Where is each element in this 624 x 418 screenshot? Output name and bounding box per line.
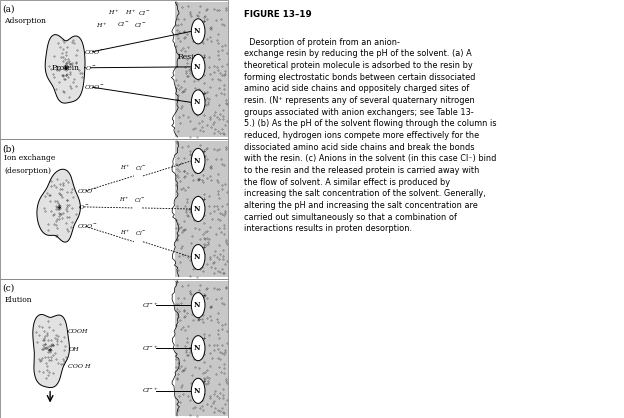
Circle shape: [192, 90, 205, 115]
Text: H$^+$: H$^+$: [125, 8, 137, 17]
Text: Cl$^{-+}$: Cl$^{-+}$: [142, 344, 158, 353]
Text: N: N: [194, 253, 200, 261]
Text: +: +: [201, 55, 205, 60]
Text: N: N: [194, 387, 200, 395]
Text: +: +: [201, 149, 205, 154]
Polygon shape: [37, 169, 80, 242]
Text: O$^-$: O$^-$: [85, 64, 96, 72]
Text: (c): (c): [2, 284, 15, 293]
Text: COO$^-$: COO$^-$: [77, 222, 98, 230]
Text: N: N: [194, 98, 200, 107]
Text: Elution: Elution: [4, 296, 32, 304]
Text: Cl$^-$: Cl$^-$: [117, 20, 129, 28]
Text: Cl$^{-+}$: Cl$^{-+}$: [142, 386, 158, 395]
Polygon shape: [175, 2, 228, 137]
Text: Adsorption: Adsorption: [4, 17, 46, 25]
Circle shape: [192, 378, 205, 403]
Polygon shape: [33, 314, 69, 387]
Text: COO$^-$: COO$^-$: [84, 48, 105, 56]
Text: Cl$^-$: Cl$^-$: [135, 164, 147, 172]
Text: Desorption of protein from an anion-
exchange resin by reducing the pH of the so: Desorption of protein from an anion- exc…: [243, 38, 496, 233]
Text: COO$^-$: COO$^-$: [77, 187, 98, 195]
Bar: [0, 279, 228, 418]
Text: +: +: [201, 379, 205, 384]
Text: OH: OH: [69, 347, 79, 352]
Text: Cl$^-$: Cl$^-$: [134, 196, 146, 204]
Text: +: +: [201, 197, 205, 202]
Text: H$^+$: H$^+$: [108, 8, 120, 17]
Circle shape: [192, 148, 205, 173]
Text: Cl$^-$: Cl$^-$: [138, 9, 151, 18]
Text: Cl$^-$: Cl$^-$: [134, 21, 147, 29]
Text: +: +: [201, 336, 205, 341]
Text: Protein: Protein: [52, 64, 80, 72]
Text: O$^-$: O$^-$: [78, 203, 89, 211]
Circle shape: [192, 336, 205, 361]
Text: Cl$^-$: Cl$^-$: [135, 229, 147, 237]
Text: (a): (a): [2, 5, 15, 14]
Text: Cl$^{-+}$: Cl$^{-+}$: [142, 301, 158, 310]
Text: Ion exchange: Ion exchange: [4, 154, 56, 162]
Circle shape: [192, 19, 205, 44]
Circle shape: [192, 196, 205, 222]
Text: COOH: COOH: [67, 329, 88, 334]
Circle shape: [192, 245, 205, 270]
Text: H$^+$: H$^+$: [119, 195, 129, 204]
Text: +: +: [201, 245, 205, 250]
Circle shape: [192, 54, 205, 79]
Text: Resin: Resin: [177, 54, 198, 61]
Text: N: N: [194, 63, 200, 71]
Polygon shape: [45, 35, 85, 103]
Text: N: N: [194, 301, 200, 309]
Text: +: +: [201, 91, 205, 95]
Text: +: +: [201, 20, 205, 24]
Text: H$^+$: H$^+$: [120, 163, 130, 172]
Text: N: N: [194, 205, 200, 213]
Text: (desorption): (desorption): [4, 168, 51, 176]
Text: (b): (b): [2, 144, 16, 153]
Bar: [0, 0, 228, 139]
Polygon shape: [175, 141, 228, 277]
Circle shape: [192, 293, 205, 318]
Text: +: +: [201, 293, 205, 298]
Text: FIGURE 13–19: FIGURE 13–19: [243, 10, 311, 20]
Text: N: N: [194, 344, 200, 352]
Polygon shape: [175, 281, 228, 416]
Text: COO$^-$: COO$^-$: [84, 83, 105, 91]
Text: N: N: [194, 27, 200, 36]
Text: H$^+$: H$^+$: [120, 229, 130, 237]
Text: COO H: COO H: [67, 364, 90, 369]
Text: H$^+$: H$^+$: [95, 20, 107, 30]
Bar: [0, 139, 228, 279]
Text: N: N: [194, 157, 200, 165]
